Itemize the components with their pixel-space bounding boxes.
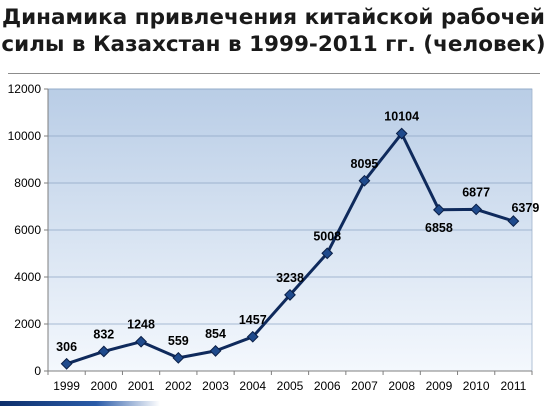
data-label: 854: [205, 327, 226, 341]
y-tick-label: 4000: [14, 270, 41, 284]
data-point-marker: [507, 215, 520, 228]
data-label: 559: [168, 334, 189, 348]
x-tick-label: 2008: [388, 379, 415, 393]
y-tick-label: 6000: [14, 223, 41, 237]
title-divider: [8, 73, 540, 74]
y-tick-label: 12000: [8, 82, 42, 96]
data-point-marker: [97, 345, 110, 358]
data-point-marker: [321, 247, 334, 260]
y-tick-label: 0: [34, 364, 41, 378]
chart-title-line-2: силы в Казахстан в 1999-2011 гг. (челове…: [1, 32, 546, 57]
y-tick-label: 10000: [8, 129, 42, 143]
data-point-marker: [60, 357, 73, 370]
y-tick-label: 8000: [14, 176, 41, 190]
data-label: 5008: [313, 229, 341, 243]
x-tick-label: 2007: [351, 379, 378, 393]
chart-title: Динамика привлечения китайской рабочей с…: [0, 4, 547, 58]
data-label: 6858: [425, 221, 453, 235]
x-tick-label: 2001: [128, 379, 155, 393]
data-label: 1457: [239, 313, 267, 327]
x-tick-label: 2002: [165, 379, 192, 393]
data-point-marker: [135, 335, 147, 348]
data-point-marker: [172, 351, 185, 364]
data-point-marker: [284, 288, 296, 301]
chart-title-line-1: Динамика привлечения китайской рабочей: [1, 5, 546, 30]
data-label: 8095: [351, 157, 379, 171]
x-tick-label: 2004: [239, 379, 266, 393]
x-tick-label: 2009: [426, 379, 453, 393]
x-tick-label: 2003: [202, 379, 229, 393]
x-tick-label: 2006: [314, 379, 341, 393]
slide-accent-bar: [0, 401, 160, 406]
data-label: 6877: [462, 185, 490, 199]
x-tick-label: 1999: [53, 379, 80, 393]
x-tick-label: 2005: [277, 379, 304, 393]
data-label: 832: [93, 327, 114, 341]
data-point-marker: [246, 330, 259, 343]
data-label: 1248: [127, 318, 155, 332]
data-label: 6379: [511, 201, 539, 215]
y-tick-label: 2000: [14, 317, 41, 331]
x-tick-label: 2000: [90, 379, 117, 393]
data-label: 3238: [276, 271, 304, 285]
data-point-marker: [470, 203, 483, 216]
x-tick-label: 2011: [500, 379, 526, 393]
data-point-marker: [395, 127, 408, 140]
x-tick-label: 2010: [463, 379, 490, 393]
data-point-marker: [209, 345, 222, 357]
data-point-marker: [358, 174, 371, 187]
data-label: 10104: [384, 110, 419, 124]
data-point-marker: [433, 203, 445, 216]
data-label: 306: [56, 340, 77, 354]
